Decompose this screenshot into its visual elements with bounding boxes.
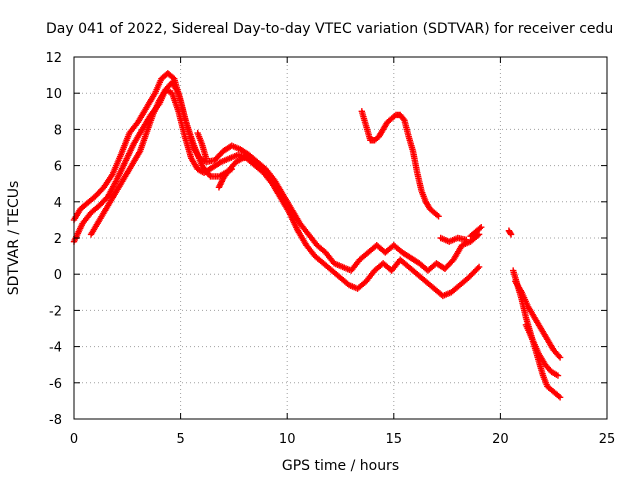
chart-title: Day 041 of 2022, Sidereal Day-to-day VTE… (46, 21, 613, 37)
y-tick-label: 10 (45, 87, 62, 102)
y-tick-label: 8 (54, 123, 62, 138)
y-axis-label: SDTVAR / TECUs (6, 181, 22, 296)
data-point (554, 372, 562, 379)
y-tick-label: -4 (49, 341, 62, 356)
data-point (474, 265, 481, 272)
y-tick-label: -8 (49, 413, 62, 428)
y-tick-label: -6 (49, 377, 62, 392)
data-layer (70, 70, 564, 401)
y-tick-label: 12 (45, 51, 62, 66)
data-point (475, 263, 483, 271)
data-point (435, 213, 442, 220)
x-tick-label: 20 (492, 432, 509, 447)
data-point (507, 231, 515, 238)
data-point (391, 112, 398, 120)
data-point (556, 354, 564, 361)
x-tick-label: 25 (599, 432, 616, 447)
x-axis-label: GPS time / hours (282, 458, 399, 474)
data-point (202, 155, 210, 162)
data-point (555, 392, 562, 400)
y-tick-label: 6 (54, 160, 62, 175)
data-point (475, 231, 483, 238)
data-point (474, 232, 481, 239)
data-point (433, 211, 441, 219)
y-tick-label: 0 (54, 268, 62, 283)
x-tick-label: 0 (70, 432, 78, 447)
y-tick-label: -2 (49, 304, 62, 319)
x-tick-label: 15 (386, 432, 403, 447)
data-point (463, 236, 470, 244)
x-tick-label: 5 (176, 432, 184, 447)
data-point (476, 225, 483, 232)
data-point (245, 153, 253, 160)
data-point (556, 394, 564, 401)
grid-layer (74, 57, 607, 419)
x-tick-label: 10 (279, 432, 296, 447)
ticks-layer: 0 5 10 15 20 25 -8 -6 -4 -2 0 2 4 6 8 10 12 (45, 51, 615, 447)
y-tick-label: 4 (54, 196, 62, 211)
data-point (478, 223, 485, 231)
data-point (507, 229, 514, 237)
y-tick-label: 2 (54, 232, 62, 247)
